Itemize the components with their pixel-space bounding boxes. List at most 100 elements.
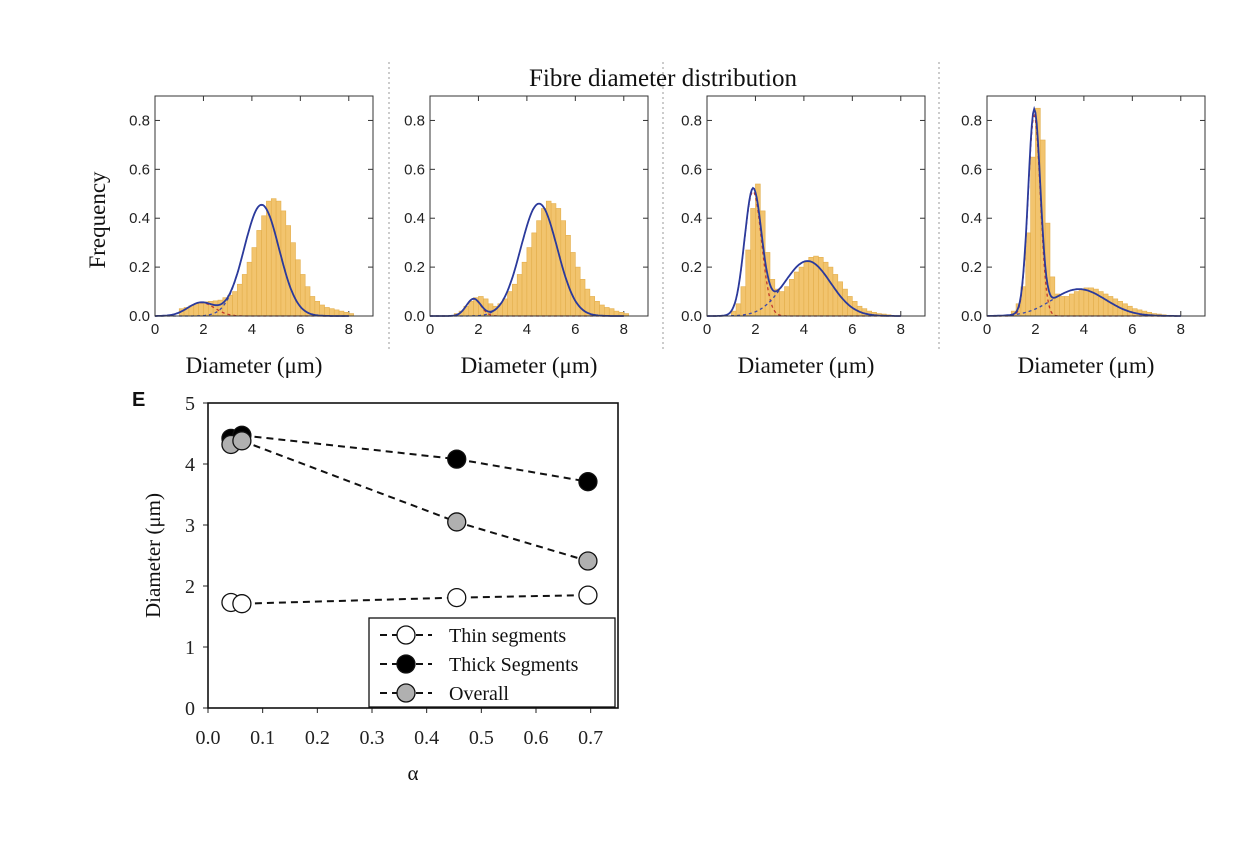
x-tick-label: 2: [1031, 321, 1039, 338]
x-axis-label: Diameter (μm): [461, 353, 598, 378]
x-tick-label: 0.3: [360, 727, 385, 749]
histogram-panel: 0.0 0.2 0.4 0.6 0.8 0 2 4 6 8 Diameter (μm): [961, 95, 1206, 378]
histogram-bar: [803, 261, 810, 317]
histogram-bar: [594, 301, 600, 317]
histogram-bar: [735, 303, 742, 317]
histogram-bar: [1112, 298, 1119, 317]
y-tick-label: 0.2: [404, 259, 425, 276]
histogram-bar: [329, 308, 335, 317]
histogram-bar: [1064, 296, 1070, 317]
y-tick-label: 0.6: [129, 161, 150, 178]
histogram-bar: [1069, 293, 1075, 317]
x-tick-label: 2: [751, 321, 759, 338]
legend-marker: [396, 625, 416, 645]
histogram-bar: [832, 274, 839, 317]
data-point: [578, 551, 598, 571]
y-tick-label: 2: [185, 576, 195, 598]
histogram-bar: [575, 266, 581, 317]
fit-total-curve: [707, 186, 901, 317]
x-axis-label: α: [407, 761, 418, 785]
plot-frame: [154, 95, 374, 317]
x-tick-label: 8: [1177, 321, 1185, 338]
y-axis-label: Diameter (μm): [141, 493, 165, 618]
y-tick-label: 0.8: [681, 112, 702, 129]
histogram-bar: [745, 249, 751, 317]
plot-frame: [706, 95, 926, 317]
histogram-bar: [822, 261, 829, 317]
histogram-bar: [333, 309, 340, 317]
histogram-bar: [290, 242, 296, 317]
y-tick-label: 5: [185, 393, 195, 415]
y-tick-label: 4: [185, 454, 195, 476]
y-tick-label: 0.0: [961, 308, 982, 325]
histogram-bar: [502, 298, 508, 317]
histogram-bar: [550, 203, 557, 317]
x-tick-label: 4: [800, 321, 808, 338]
histogram-bar: [251, 247, 258, 317]
histogram-bar: [241, 274, 248, 317]
series-line: [230, 439, 589, 562]
y-tick-label: 0.0: [404, 308, 425, 325]
x-tick-label: 0.2: [305, 727, 330, 749]
legend-item: Overall: [380, 683, 509, 705]
histogram-bar: [818, 257, 824, 317]
y-axis-label: Frequency: [85, 171, 110, 269]
y-tick-label: 0.0: [681, 308, 702, 325]
x-tick-label: 6: [571, 321, 579, 338]
histogram-bar: [314, 301, 321, 317]
histogram-bar: [237, 283, 243, 317]
histogram-bar: [319, 304, 325, 317]
fit-total-curve: [155, 203, 349, 317]
histogram-panel: 0.0 0.2 0.4 0.6 0.8 0 2 4 6 8 Diameter (μm): [404, 95, 649, 378]
histogram-bar: [808, 257, 814, 317]
x-tick-label: 2: [474, 321, 482, 338]
x-tick-label: 8: [620, 321, 628, 338]
y-tick-label: 1: [185, 637, 195, 659]
x-tick-label: 4: [1080, 321, 1088, 338]
histogram-bar: [750, 208, 756, 317]
x-tick-label: 0.1: [250, 727, 275, 749]
legend-label: Thick Segments: [449, 654, 579, 676]
histogram-bar: [565, 235, 571, 317]
y-tick-label: 0.4: [404, 210, 425, 227]
series-line: [230, 434, 589, 483]
histogram-bar: [793, 271, 800, 317]
x-tick-label: 0.6: [524, 727, 549, 749]
x-tick-label: 0: [983, 321, 991, 338]
y-tick-label: 0.8: [404, 112, 425, 129]
fit-total-curve: [987, 105, 1181, 317]
histogram-bar: [521, 261, 528, 317]
x-axis-label: Diameter (μm): [1018, 353, 1155, 378]
y-tick-label: 0.8: [961, 112, 982, 129]
histogram-bar: [536, 220, 542, 317]
histogram-bar: [555, 208, 562, 317]
plot-frame: [986, 95, 1206, 317]
histogram-bar: [295, 259, 301, 317]
x-tick-label: 0.7: [578, 727, 603, 749]
histogram-bar: [516, 274, 523, 317]
legend-label: Thin segments: [449, 625, 566, 647]
histogram-panel: 0.0 0.2 0.4 0.6 0.8 0 2 4 6 8 Diameter (μm) Frequen…: [85, 95, 374, 378]
histogram-bar: [285, 225, 291, 317]
y-tick-label: 0.6: [681, 161, 702, 178]
histogram-bar: [275, 200, 282, 317]
histogram-bar: [246, 261, 253, 317]
fit-component-thin: [987, 113, 1181, 317]
legend-marker: [396, 683, 416, 703]
y-tick-label: 0.0: [129, 308, 150, 325]
x-tick-label: 6: [848, 321, 856, 338]
histogram-bar: [232, 291, 238, 317]
histogram-bar: [261, 215, 267, 317]
data-point: [232, 594, 252, 614]
histogram-bar: [784, 286, 790, 317]
histogram-bar: [608, 308, 615, 317]
histogram-bar: [324, 307, 330, 317]
x-tick-label: 0.0: [196, 727, 221, 749]
y-tick-label: 0.2: [961, 259, 982, 276]
x-tick-label: 2: [199, 321, 207, 338]
histogram-bar: [541, 208, 547, 317]
histogram-bar: [1107, 296, 1114, 317]
histogram-bar: [789, 279, 795, 317]
data-point: [578, 585, 598, 605]
histogram-bar: [531, 232, 537, 317]
